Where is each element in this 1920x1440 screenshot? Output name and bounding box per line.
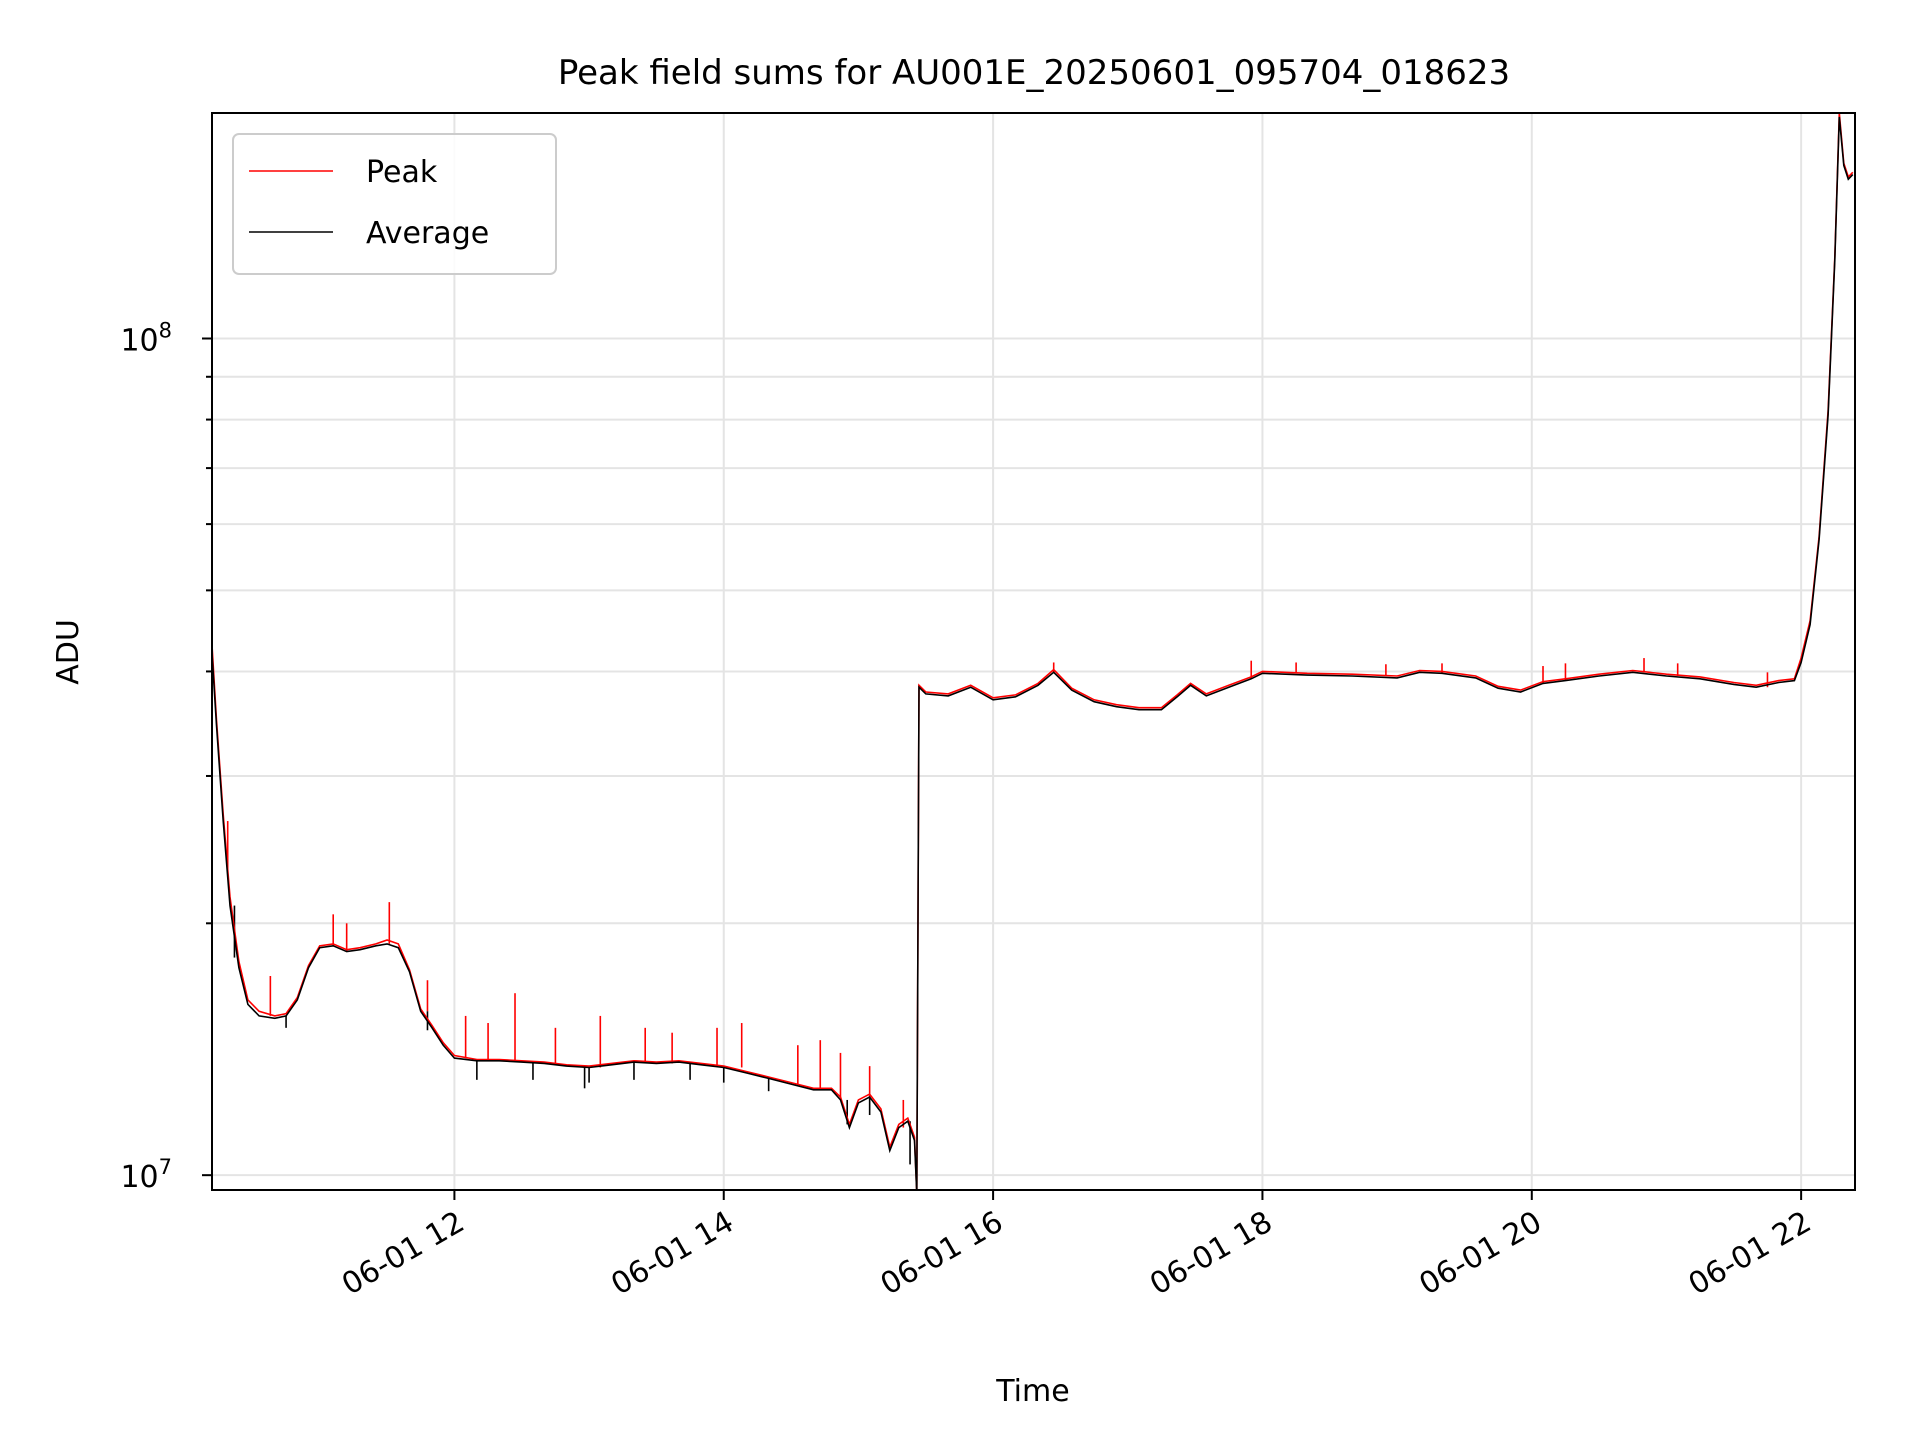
grid [212, 113, 1855, 1190]
y-tick-label: 107 [120, 1155, 172, 1195]
legend: Peak Average [232, 133, 557, 275]
plot-area [211, 112, 1856, 1191]
legend-box [232, 133, 557, 275]
peak-line [212, 113, 1854, 1190]
chart-title: Peak field sums for AU001E_20250601_0957… [558, 53, 1510, 93]
x-axis-label: Time [995, 1374, 1069, 1409]
legend-peak-label: Peak [366, 155, 438, 190]
y-axis-label: ADU [51, 619, 86, 685]
series-layer [212, 113, 1854, 1190]
y-axis: 107 108 [120, 318, 212, 1195]
average-line [212, 116, 1854, 1190]
y-tick-label: 108 [120, 318, 172, 358]
legend-average-label: Average [366, 216, 489, 251]
axes-frame [211, 112, 1856, 1191]
